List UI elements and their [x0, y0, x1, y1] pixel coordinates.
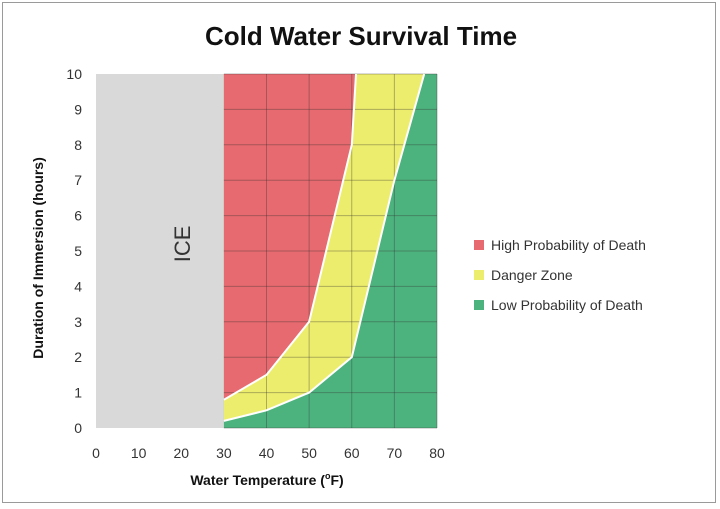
y-tick-label: 2	[74, 349, 82, 365]
y-tick-label: 6	[74, 208, 82, 224]
x-tick-label: 80	[429, 445, 445, 461]
yellow-green-boundary	[223, 73, 426, 422]
y-tick-label: 8	[74, 137, 82, 153]
high-probability-area	[223, 74, 356, 400]
legend-label: Danger Zone	[491, 267, 573, 283]
y-tick-label: 3	[74, 314, 82, 330]
legend-swatch	[474, 270, 484, 280]
survival-chart: Cold Water Survival Time ICE 0 10 20 30 40 50…	[30, 21, 646, 488]
ice-region	[96, 74, 224, 428]
red-yellow-boundary	[223, 73, 357, 401]
x-tick-label: 0	[92, 445, 100, 461]
y-axis-ticks: 0 1 2 3 4 5 6 7 8 9 10	[66, 66, 82, 436]
x-tick-label: 20	[173, 445, 189, 461]
legend: High Probability of Death Danger Zone Low …	[474, 237, 646, 313]
y-tick-label: 9	[74, 101, 82, 117]
grid-lines	[223, 73, 438, 429]
x-tick-label: 10	[131, 445, 147, 461]
x-axis-ticks: 0 10 20 30 40 50 60 70 80	[92, 445, 445, 461]
legend-label: High Probability of Death	[491, 237, 646, 253]
chart-frame: Cold Water Survival Time ICE 0 10 20 30 40 50…	[2, 2, 716, 503]
plot-area: ICE	[96, 73, 438, 429]
x-axis-label: Water Temperature (oF)	[190, 471, 343, 488]
y-tick-label: 5	[74, 243, 82, 259]
legend-swatch	[474, 300, 484, 310]
x-tick-label: 70	[387, 445, 403, 461]
legend-swatch	[474, 240, 484, 250]
chart-title: Cold Water Survival Time	[205, 21, 517, 51]
y-tick-label: 10	[66, 66, 82, 82]
x-tick-label: 30	[216, 445, 232, 461]
ice-label: ICE	[170, 226, 195, 263]
y-tick-label: 4	[74, 278, 82, 294]
y-tick-label: 7	[74, 172, 82, 188]
y-axis-label: Duration of Immersion (hours)	[30, 157, 46, 358]
y-tick-label: 1	[74, 385, 82, 401]
y-tick-label: 0	[74, 420, 82, 436]
x-tick-label: 60	[344, 445, 360, 461]
x-tick-label: 40	[259, 445, 275, 461]
legend-label: Low Probability of Death	[491, 297, 643, 313]
x-tick-label: 50	[301, 445, 317, 461]
